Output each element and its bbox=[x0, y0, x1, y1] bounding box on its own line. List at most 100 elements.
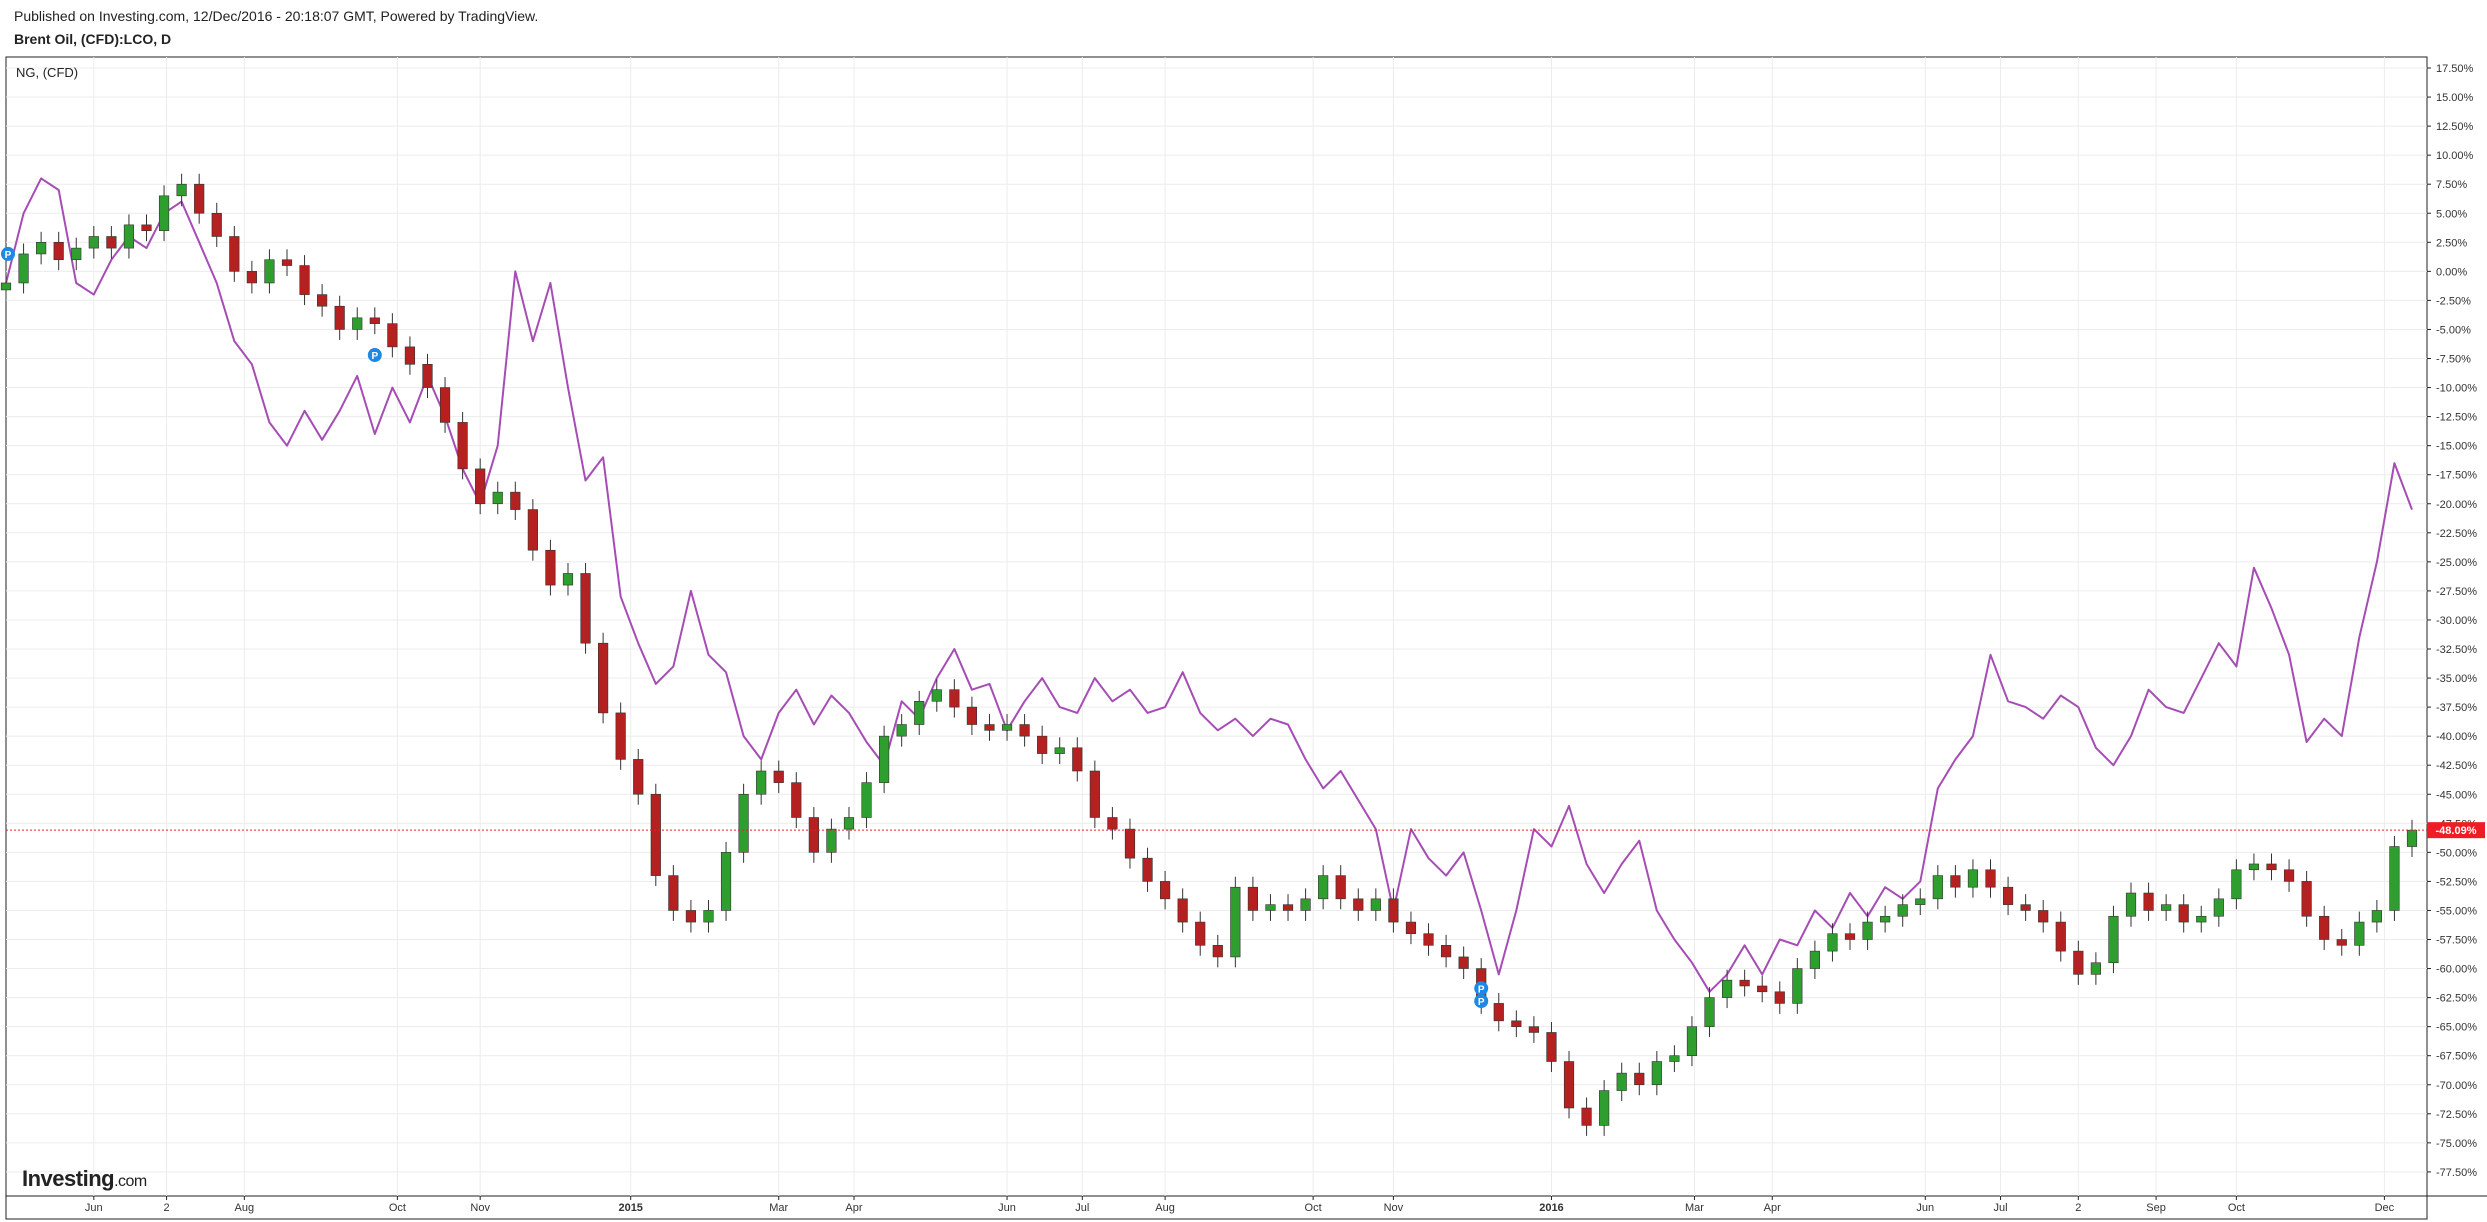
x-tick-label: Oct bbox=[389, 1202, 406, 1214]
x-tick-label: Oct bbox=[1305, 1202, 1322, 1214]
candle bbox=[738, 783, 749, 863]
candle-body bbox=[1932, 875, 1943, 900]
candle bbox=[36, 231, 47, 265]
x-tick-label: Jul bbox=[1994, 1202, 2008, 1214]
candle bbox=[457, 411, 468, 480]
y-tick-label: -17.50% bbox=[2436, 470, 2477, 482]
candle bbox=[1423, 923, 1434, 956]
candle-body bbox=[281, 259, 293, 266]
candle bbox=[756, 760, 767, 805]
candle bbox=[492, 481, 503, 515]
x-tick-label: Jun bbox=[998, 1202, 1016, 1214]
candle-body bbox=[2161, 904, 2172, 911]
candle-body bbox=[1388, 898, 1399, 923]
plot-frame bbox=[5, 56, 2428, 1220]
candle bbox=[1616, 1062, 1627, 1102]
candle bbox=[2108, 905, 2119, 974]
candle-body bbox=[334, 305, 345, 330]
candle bbox=[176, 173, 187, 207]
candle bbox=[2125, 882, 2137, 927]
candle-body bbox=[756, 770, 767, 795]
x-tick-label: Nov bbox=[470, 1202, 490, 1214]
candle-body bbox=[141, 224, 152, 231]
candle bbox=[1862, 911, 1873, 950]
candle bbox=[773, 760, 784, 794]
y-tick-label: -2.50% bbox=[2436, 295, 2471, 307]
y-tick-label: -55.00% bbox=[2436, 905, 2477, 917]
x-tick-label: Oct bbox=[2228, 1202, 2245, 1214]
candle bbox=[158, 185, 170, 242]
candle-body bbox=[1282, 904, 1294, 911]
candle bbox=[791, 772, 802, 828]
last-value-line: -48.09% bbox=[6, 822, 2485, 839]
candle bbox=[1388, 888, 1399, 933]
y-tick-label: -70.00% bbox=[2436, 1080, 2477, 1092]
candle bbox=[1897, 894, 1908, 927]
investing-logo: Investing.com bbox=[22, 1166, 147, 1192]
candle bbox=[211, 202, 222, 247]
candle bbox=[2266, 853, 2277, 881]
candle bbox=[598, 632, 609, 724]
candle bbox=[439, 377, 451, 433]
candle-body bbox=[703, 910, 714, 923]
candle bbox=[88, 226, 99, 259]
candle bbox=[668, 865, 679, 921]
candle-body bbox=[808, 817, 819, 853]
candle bbox=[1318, 865, 1329, 910]
candle-body bbox=[1792, 968, 1803, 1004]
y-tick-label: -40.00% bbox=[2436, 731, 2477, 743]
candle bbox=[2002, 876, 2014, 916]
y-tick-label: -15.00% bbox=[2436, 441, 2477, 453]
candle-body bbox=[1160, 881, 1171, 900]
p-marker-circle bbox=[1474, 994, 1489, 1009]
candle bbox=[703, 899, 714, 933]
candle bbox=[2213, 888, 2224, 927]
y-tick-label: -35.00% bbox=[2436, 673, 2477, 685]
candle-body bbox=[1195, 921, 1206, 946]
candle-body bbox=[773, 770, 784, 783]
y-tick-label: -7.50% bbox=[2436, 354, 2471, 366]
candle bbox=[931, 679, 942, 712]
candle-body bbox=[158, 195, 170, 231]
candle bbox=[194, 173, 205, 224]
candle-body bbox=[931, 689, 942, 702]
candle bbox=[949, 679, 960, 718]
y-tick-label: -30.00% bbox=[2436, 615, 2477, 627]
candle bbox=[2231, 859, 2242, 910]
p-marker-label: P bbox=[5, 250, 12, 261]
candle-body bbox=[123, 224, 135, 249]
x-tick-label: Aug bbox=[235, 1202, 255, 1214]
candle bbox=[2354, 911, 2365, 956]
candle-body bbox=[1212, 945, 1223, 958]
candle bbox=[1177, 888, 1188, 933]
y-tick-label: -10.00% bbox=[2436, 383, 2477, 395]
candle-body bbox=[2354, 921, 2365, 946]
candle bbox=[1686, 1016, 1698, 1067]
candle bbox=[966, 696, 978, 735]
candle bbox=[2319, 905, 2330, 950]
candle bbox=[1335, 865, 1346, 910]
y-tick-label: -5.00% bbox=[2436, 324, 2471, 336]
candle bbox=[1704, 987, 1715, 1038]
candle-body bbox=[2196, 915, 2207, 923]
candle-body bbox=[1124, 828, 1136, 859]
candle bbox=[1230, 876, 1241, 968]
p-marker[interactable]: P bbox=[1474, 994, 1489, 1009]
y-tick-label: -67.50% bbox=[2436, 1051, 2477, 1063]
candle bbox=[422, 353, 433, 399]
y-tick-label: -27.50% bbox=[2436, 586, 2477, 598]
candle-body bbox=[1037, 735, 1048, 754]
p-marker[interactable]: P bbox=[1474, 981, 1489, 996]
candle bbox=[1651, 1051, 1662, 1096]
candle-body bbox=[1616, 1072, 1627, 1091]
p-marker[interactable]: P bbox=[367, 348, 382, 363]
candle-body bbox=[1880, 915, 1891, 923]
candle-body bbox=[562, 573, 574, 586]
candle bbox=[1037, 725, 1048, 765]
candle-body bbox=[1774, 991, 1785, 1004]
candle-body bbox=[1651, 1061, 1662, 1086]
p-marker[interactable]: P bbox=[1, 246, 15, 261]
candle-body bbox=[1089, 770, 1100, 818]
